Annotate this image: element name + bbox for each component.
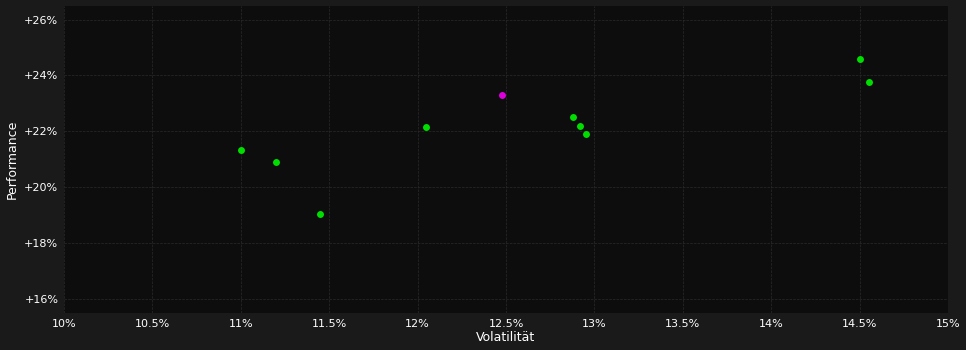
- Y-axis label: Performance: Performance: [6, 120, 18, 199]
- Point: [269, 159, 284, 165]
- X-axis label: Volatilität: Volatilität: [476, 331, 536, 344]
- Point: [313, 211, 328, 217]
- Point: [861, 80, 876, 85]
- Point: [565, 114, 581, 120]
- Point: [852, 56, 867, 62]
- Point: [418, 124, 434, 130]
- Point: [573, 123, 588, 128]
- Point: [495, 92, 510, 98]
- Point: [233, 147, 248, 152]
- Point: [578, 131, 593, 137]
